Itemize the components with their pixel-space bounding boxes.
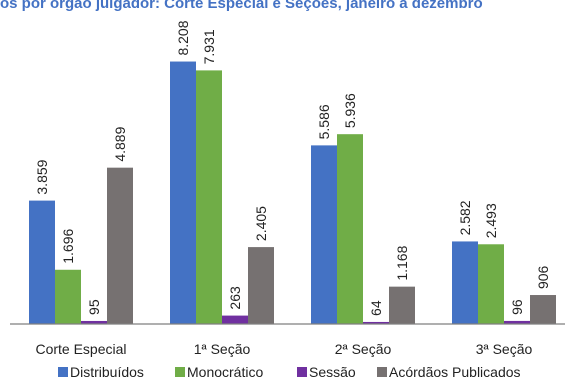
legend-swatch-monocratico	[175, 367, 185, 377]
legend-swatch-distribuidos	[58, 367, 68, 377]
bar-2-secao-sessao	[363, 321, 389, 324]
bar-1-secao-distribuidos	[170, 61, 196, 325]
legend-swatch-sessao	[297, 367, 307, 377]
data-label-1-secao-monocratico: 7.931	[201, 29, 217, 64]
x-tick-label-2-secao: 2ª Seção	[335, 341, 392, 357]
bar-corte-especial-acordaos-publicados	[107, 167, 133, 324]
bar-1-secao-sessao	[222, 315, 248, 324]
x-tick-label-1-secao: 1ª Seção	[194, 341, 251, 357]
bars	[29, 61, 556, 325]
data-label-2-secao-sessao: 64	[368, 300, 384, 316]
bar-3-secao-distribuidos	[452, 241, 478, 324]
data-label-corte-especial-sessao: 95	[86, 299, 102, 315]
data-label-2-secao-distribuidos: 5.586	[316, 104, 332, 139]
data-label-2-secao-monocratico: 5.936	[342, 93, 358, 128]
bar-3-secao-sessao	[504, 320, 530, 324]
bar-2-secao-distribuidos	[311, 145, 337, 324]
bar-1-secao-monocratico	[196, 70, 222, 324]
data-label-3-secao-acordaos-publicados: 906	[535, 265, 551, 289]
bar-3-secao-acordaos-publicados	[530, 295, 556, 324]
data-label-3-secao-monocratico: 2.493	[483, 203, 499, 238]
x-axis-ticks: Corte Especial 1ª Seção 2ª Seção 3ª Seção	[35, 341, 532, 357]
bar-2-secao-monocratico	[337, 134, 363, 324]
legend: Distribuídos Monocrático Sessão Acórdãos Pu…	[58, 364, 521, 380]
data-label-1-secao-sessao: 263	[227, 286, 243, 310]
bar-1-secao-acordaos-publicados	[248, 247, 274, 324]
data-label-corte-especial-monocratico: 1.696	[60, 229, 76, 264]
data-labels: 3.859 1.696 95 4.889 8.208 7.931 263 2.405 5.586…	[34, 20, 551, 316]
bar-2-secao-acordaos-publicados	[389, 286, 415, 324]
data-label-corte-especial-acordaos-publicados: 4.889	[112, 126, 128, 161]
data-label-1-secao-acordaos-publicados: 2.405	[253, 206, 269, 241]
bar-corte-especial-distribuidos	[29, 200, 55, 324]
bar-3-secao-monocratico	[478, 244, 504, 324]
data-label-corte-especial-distribuidos: 3.859	[34, 159, 50, 194]
bar-corte-especial-sessao	[81, 320, 107, 324]
legend-label-distribuidos: Distribuídos	[70, 364, 144, 380]
data-label-1-secao-distribuidos: 8.208	[175, 20, 191, 55]
legend-label-monocratico: Monocrático	[187, 364, 263, 380]
data-label-3-secao-sessao: 96	[509, 299, 525, 315]
legend-label-acordaos-publicados: Acórdãos Publicados	[389, 364, 521, 380]
data-label-2-secao-acordaos-publicados: 1.168	[394, 245, 410, 280]
legend-label-sessao: Sessão	[309, 364, 356, 380]
bar-corte-especial-monocratico	[55, 269, 81, 324]
legend-swatch-acordaos-publicados	[377, 367, 387, 377]
x-tick-label-corte-especial: Corte Especial	[35, 341, 126, 357]
data-label-3-secao-distribuidos: 2.582	[457, 200, 473, 235]
chart-title: Distribuídos por órgão julgador: Corte E…	[0, 0, 483, 12]
x-tick-label-3-secao: 3ª Seção	[476, 341, 533, 357]
